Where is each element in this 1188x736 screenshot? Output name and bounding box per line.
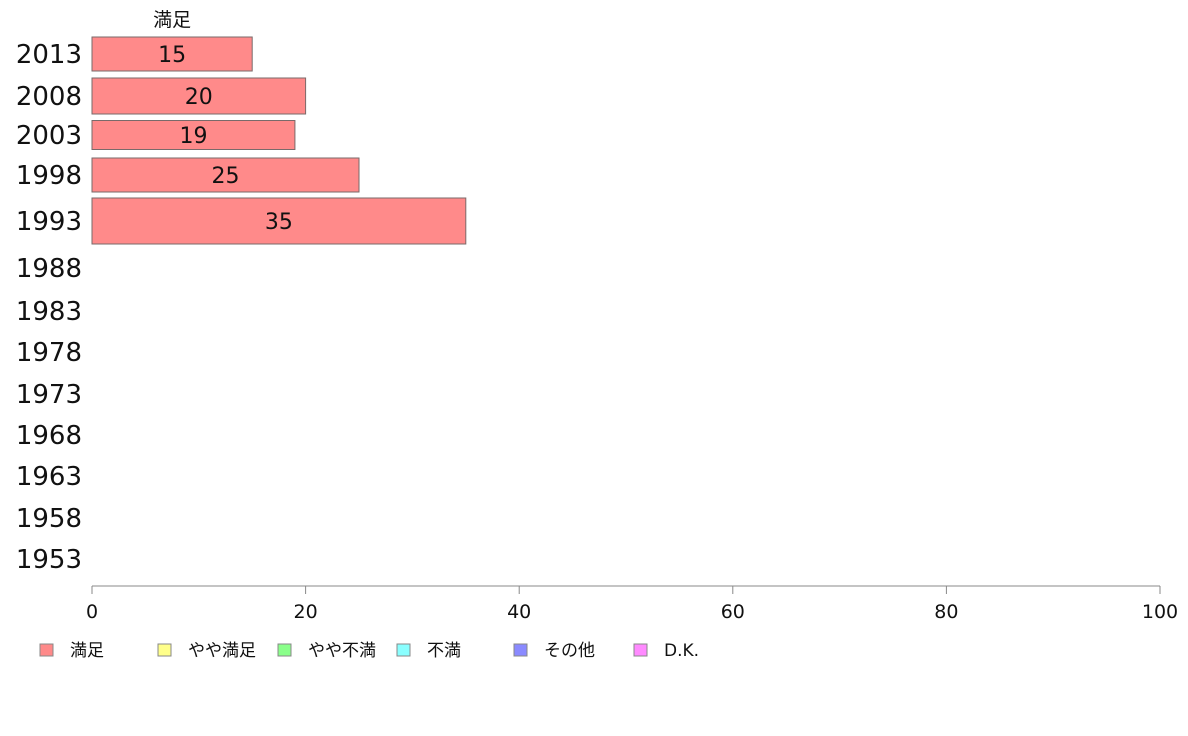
x-tick-label-60: 60 bbox=[721, 601, 745, 623]
bar-2003-0 bbox=[91, 120, 296, 150]
series-title: 満足 bbox=[153, 9, 191, 31]
bar-2013-0 bbox=[91, 36, 253, 72]
category-label-1978: 1978 bbox=[16, 338, 82, 368]
category-label-1998: 1998 bbox=[16, 161, 82, 191]
x-tick-label-40: 40 bbox=[507, 601, 531, 623]
bar-label-1998-0: 25 bbox=[212, 164, 240, 189]
legend-swatch-2 bbox=[277, 643, 292, 657]
legend-swatch-3 bbox=[396, 643, 411, 657]
bar-2008-0 bbox=[91, 77, 307, 115]
x-tick-label-100: 100 bbox=[1142, 601, 1178, 623]
legend-label-1: やや満足 bbox=[188, 641, 256, 661]
legend-label-2: やや不満 bbox=[308, 641, 376, 661]
legend-label-5: D.K. bbox=[664, 641, 699, 661]
category-label-2013: 2013 bbox=[16, 40, 82, 70]
legend-label-4: その他 bbox=[544, 641, 595, 661]
category-labels: 満足 2013 2008 2003 1998 1993 1988 1983 1978 1973 19… bbox=[16, 9, 191, 575]
x-tick-label-0: 0 bbox=[86, 601, 98, 623]
legend-label-0: 満足 bbox=[70, 641, 104, 661]
x-tick-label-20: 20 bbox=[294, 601, 318, 623]
category-label-1988: 1988 bbox=[16, 254, 82, 284]
category-label-1983: 1983 bbox=[16, 297, 82, 327]
bar-label-2003-0: 19 bbox=[179, 124, 207, 149]
bar-label-2013-0: 15 bbox=[158, 43, 186, 68]
category-label-1963: 1963 bbox=[16, 462, 82, 492]
legend-swatch-5 bbox=[633, 643, 648, 657]
category-label-2008: 2008 bbox=[16, 82, 82, 112]
category-label-1973: 1973 bbox=[16, 380, 82, 410]
legend: 満足 やや満足 やや不満 不満 その他 D.K. bbox=[39, 641, 699, 661]
legend-swatch-0 bbox=[39, 643, 54, 657]
x-tick-label-80: 80 bbox=[934, 601, 958, 623]
bar-label-2008-0: 20 bbox=[185, 85, 213, 110]
category-label-1953: 1953 bbox=[16, 545, 82, 575]
legend-label-3: 不満 bbox=[427, 641, 461, 661]
bar-1993-0 bbox=[91, 197, 467, 245]
category-label-2003: 2003 bbox=[16, 121, 82, 151]
x-axis: 0 20 40 60 80 100 bbox=[86, 585, 1178, 623]
legend-swatch-4 bbox=[513, 643, 528, 657]
legend-swatch-1 bbox=[157, 643, 172, 657]
category-label-1968: 1968 bbox=[16, 421, 82, 451]
bar-1998-0 bbox=[91, 157, 360, 193]
category-label-1958: 1958 bbox=[16, 504, 82, 534]
bar-label-1993-0: 35 bbox=[265, 210, 293, 235]
category-label-1993: 1993 bbox=[16, 207, 82, 237]
